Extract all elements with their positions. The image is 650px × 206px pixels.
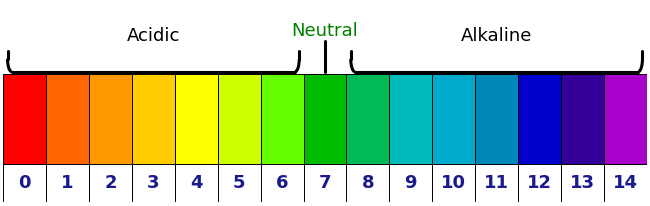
Bar — [3, 74, 46, 164]
Bar — [261, 74, 304, 164]
Bar — [561, 164, 604, 202]
Text: Alkaline: Alkaline — [461, 27, 532, 45]
Text: 13: 13 — [570, 174, 595, 192]
Bar — [132, 74, 175, 164]
Bar — [261, 164, 304, 202]
Bar — [346, 74, 389, 164]
Bar — [432, 164, 475, 202]
Bar — [518, 74, 561, 164]
Text: 4: 4 — [190, 174, 203, 192]
Bar — [432, 74, 475, 164]
Text: 14: 14 — [613, 174, 638, 192]
Text: 0: 0 — [18, 174, 31, 192]
Bar — [89, 74, 132, 164]
Bar — [3, 164, 46, 202]
Text: 10: 10 — [441, 174, 466, 192]
Text: 6: 6 — [276, 174, 289, 192]
Bar — [132, 164, 175, 202]
Bar — [304, 74, 346, 164]
Text: 7: 7 — [318, 174, 332, 192]
Text: 2: 2 — [104, 174, 117, 192]
Bar — [604, 164, 647, 202]
Bar — [475, 74, 518, 164]
Bar — [518, 164, 561, 202]
Text: 9: 9 — [404, 174, 417, 192]
Bar — [89, 164, 132, 202]
Bar — [218, 74, 261, 164]
Text: 3: 3 — [147, 174, 160, 192]
Bar — [175, 74, 218, 164]
Bar — [604, 74, 647, 164]
Text: 12: 12 — [527, 174, 552, 192]
Bar — [389, 74, 432, 164]
Bar — [46, 74, 89, 164]
Text: 8: 8 — [361, 174, 374, 192]
Bar — [389, 164, 432, 202]
Bar — [175, 164, 218, 202]
Bar — [46, 164, 89, 202]
Bar — [561, 74, 604, 164]
Bar — [304, 164, 346, 202]
Text: 5: 5 — [233, 174, 246, 192]
Bar — [346, 164, 389, 202]
Text: Neutral: Neutral — [292, 22, 358, 40]
Bar — [475, 164, 518, 202]
Bar — [218, 164, 261, 202]
Text: Acidic: Acidic — [127, 27, 180, 45]
Text: 11: 11 — [484, 174, 509, 192]
Text: 1: 1 — [61, 174, 74, 192]
